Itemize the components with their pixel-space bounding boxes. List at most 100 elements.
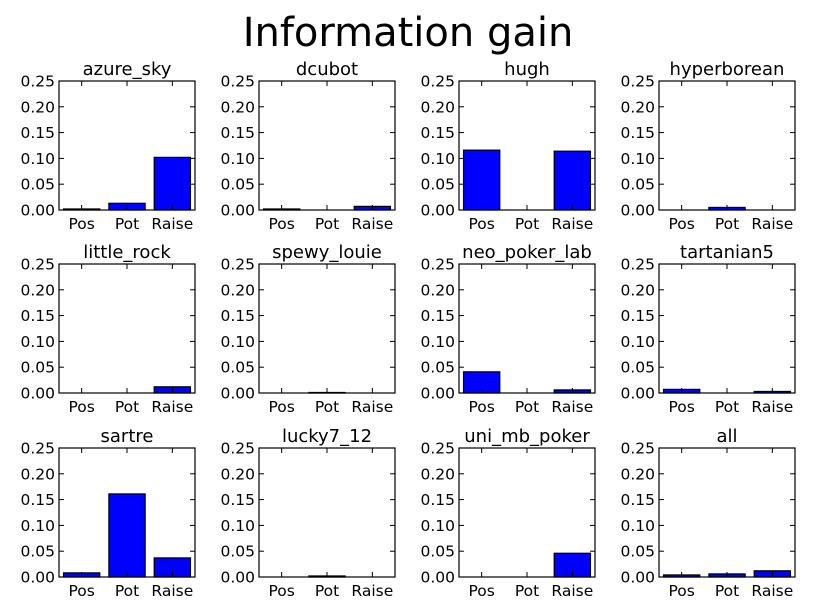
x-tick-label: Pot [115, 215, 139, 233]
subplot-hyperborean: hyperborean 0.00 0.05 0.10 0.15 0.20 0.25 Pos Po… [620, 59, 796, 233]
axes-frame [58, 263, 196, 394]
y-tick-label: 0.20 [420, 98, 455, 116]
x-tick-label: Pos [68, 398, 94, 416]
x-tick-label: Pot [715, 398, 739, 416]
x-tick-label: Pos [668, 582, 694, 600]
y-tick-label: 0.10 [220, 517, 255, 535]
y-tick-label: 0.15 [20, 124, 55, 142]
y-tick-label: 0.20 [420, 281, 455, 299]
subplot-tartanian5: tartanian5 0.00 0.05 0.10 0.15 0.20 0.25 Pos Pot… [620, 242, 796, 416]
y-tick-label: 0.20 [220, 98, 255, 116]
y-tick-label: 0.25 [20, 73, 55, 91]
x-tick-label: Raise [751, 398, 793, 416]
y-tick-label: 0.20 [220, 465, 255, 483]
subplot-uni-mb-poker: uni_mb_poker 0.00 0.05 0.10 0.15 0.20 0.25 Pos P… [420, 426, 596, 600]
subplot-title: azure_sky [83, 59, 172, 80]
y-tick-label: 0.25 [20, 256, 55, 274]
x-tick-label: Raise [351, 582, 393, 600]
subplot-lucky7-12: lucky7_12 0.00 0.05 0.10 0.15 0.20 0.25 Pos Pot R… [220, 426, 396, 600]
subplot-dcubot: dcubot 0.00 0.05 0.10 0.15 0.20 0.25 Pos Pot Rais… [220, 59, 396, 233]
x-tick-label: Raise [351, 215, 393, 233]
y-tick-label: 0.00 [620, 202, 655, 220]
y-tick-label: 0.00 [220, 385, 255, 403]
y-tick-label: 0.25 [420, 440, 455, 458]
y-tick-label: 0.15 [20, 307, 55, 325]
y-tick-label: 0.00 [20, 569, 55, 587]
y-tick-label: 0.20 [20, 465, 55, 483]
axes-frame [658, 80, 796, 211]
y-tick-label: 0.10 [420, 150, 455, 168]
y-tick-label: 0.10 [220, 150, 255, 168]
x-tick-label: Pot [515, 582, 539, 600]
y-tick-label: 0.15 [220, 124, 255, 142]
subplot-azure-sky: azure_sky 0.00 0.05 0.10 0.15 0.20 0.25 Pos Pot R… [20, 59, 196, 233]
x-tick-label: Raise [751, 582, 793, 600]
y-tick-label: 0.25 [20, 440, 55, 458]
x-tick-label: Pos [668, 398, 694, 416]
axes-frame [458, 447, 596, 578]
y-tick-label: 0.05 [20, 359, 55, 377]
y-tick-label: 0.10 [20, 333, 55, 351]
x-tick-label: Pos [468, 215, 494, 233]
y-tick-label: 0.00 [420, 202, 455, 220]
y-tick-label: 0.20 [220, 281, 255, 299]
y-tick-label: 0.10 [20, 517, 55, 535]
y-tick-label: 0.10 [620, 333, 655, 351]
bar-pos [462, 149, 501, 211]
y-tick-label: 0.00 [20, 202, 55, 220]
y-tick-label: 0.25 [420, 73, 455, 91]
y-tick-label: 0.10 [220, 333, 255, 351]
y-tick-label: 0.15 [420, 491, 455, 509]
x-tick-label: Pot [515, 215, 539, 233]
axes-frame [258, 263, 396, 394]
subplot-title: hugh [504, 59, 550, 80]
subplot-title: neo_poker_lab [462, 242, 592, 263]
y-tick-label: 0.05 [20, 176, 55, 194]
subplot-grid: azure_sky 0.00 0.05 0.10 0.15 0.20 0.25 Pos Pot R… [20, 59, 796, 600]
axes-frame [658, 447, 796, 578]
x-tick-label: Pos [268, 215, 294, 233]
y-tick-label: 0.15 [420, 307, 455, 325]
y-tick-label: 0.25 [220, 256, 255, 274]
x-tick-label: Pos [268, 398, 294, 416]
x-tick-label: Pot [315, 398, 339, 416]
y-tick-label: 0.20 [420, 465, 455, 483]
subplot-spewy-louie: spewy_louie 0.00 0.05 0.10 0.15 0.20 0.25 Pos Po… [220, 242, 396, 416]
y-tick-label: 0.25 [620, 256, 655, 274]
y-tick-label: 0.00 [420, 385, 455, 403]
x-tick-label: Raise [151, 582, 193, 600]
y-tick-label: 0.15 [620, 491, 655, 509]
y-tick-label: 0.15 [220, 307, 255, 325]
axes-frame [258, 447, 396, 578]
subplot-neo-poker-lab: neo_poker_lab 0.00 0.05 0.10 0.15 0.20 0.25 Pos… [420, 242, 596, 416]
y-tick-label: 0.20 [620, 281, 655, 299]
y-tick-label: 0.00 [620, 569, 655, 587]
x-tick-label: Pot [115, 582, 139, 600]
y-tick-label: 0.05 [620, 176, 655, 194]
y-tick-label: 0.15 [220, 491, 255, 509]
y-tick-label: 0.20 [20, 281, 55, 299]
x-tick-label: Pot [115, 398, 139, 416]
subplot-hugh: hugh 0.00 0.05 0.10 0.15 0.20 0.25 Pos Pot Raise [420, 59, 596, 233]
y-tick-label: 0.15 [620, 124, 655, 142]
y-tick-label: 0.00 [220, 202, 255, 220]
y-tick-label: 0.10 [420, 333, 455, 351]
y-tick-label: 0.05 [620, 359, 655, 377]
x-tick-label: Pos [468, 582, 494, 600]
x-tick-label: Raise [351, 398, 393, 416]
y-tick-label: 0.15 [420, 124, 455, 142]
y-tick-label: 0.25 [620, 440, 655, 458]
x-tick-label: Raise [151, 398, 193, 416]
y-tick-label: 0.10 [620, 150, 655, 168]
subplot-title: spewy_louie [272, 242, 382, 263]
y-tick-label: 0.00 [420, 569, 455, 587]
axes-frame [458, 80, 596, 211]
subplot-title: lucky7_12 [282, 426, 372, 447]
axes-frame [658, 263, 796, 394]
y-tick-label: 0.00 [220, 569, 255, 587]
x-tick-label: Raise [551, 215, 593, 233]
y-tick-label: 0.20 [620, 465, 655, 483]
x-tick-label: Pot [715, 582, 739, 600]
y-tick-label: 0.05 [420, 176, 455, 194]
